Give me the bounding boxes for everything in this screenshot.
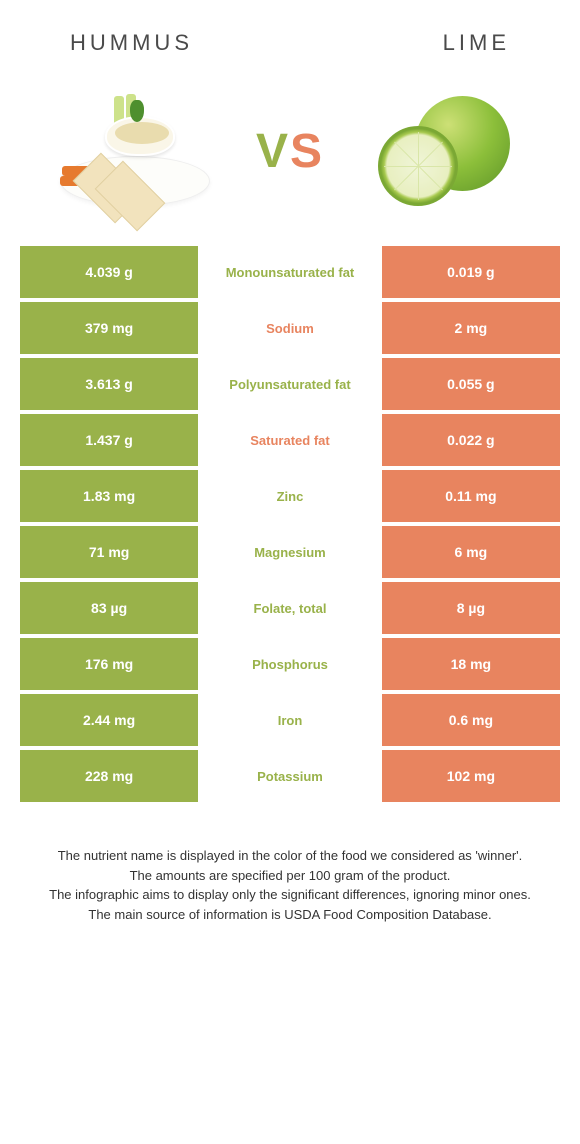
cell-right-value: 2 mg <box>382 302 560 358</box>
cell-right-value: 6 mg <box>382 526 560 582</box>
cell-nutrient-label: Saturated fat <box>198 414 382 470</box>
cell-left-value: 379 mg <box>20 302 198 358</box>
table-row: 4.039 gMonounsaturated fat0.019 g <box>20 246 560 302</box>
header: HUMMUS LIME <box>0 0 580 66</box>
cell-left-value: 83 µg <box>20 582 198 638</box>
cell-nutrient-label: Sodium <box>198 302 382 358</box>
cell-right-value: 0.055 g <box>382 358 560 414</box>
footer-line: The nutrient name is displayed in the co… <box>36 846 544 866</box>
cell-left-value: 4.039 g <box>20 246 198 302</box>
cell-nutrient-label: Magnesium <box>198 526 382 582</box>
table-row: 228 mgPotassium102 mg <box>20 750 560 806</box>
footer-notes: The nutrient name is displayed in the co… <box>0 806 580 924</box>
cell-right-value: 0.022 g <box>382 414 560 470</box>
cell-left-value: 176 mg <box>20 638 198 694</box>
cell-right-value: 8 µg <box>382 582 560 638</box>
lime-image <box>360 86 530 216</box>
table-row: 1.437 gSaturated fat0.022 g <box>20 414 560 470</box>
cell-left-value: 1.83 mg <box>20 470 198 526</box>
cell-left-value: 1.437 g <box>20 414 198 470</box>
cell-nutrient-label: Polyunsaturated fat <box>198 358 382 414</box>
cell-left-value: 228 mg <box>20 750 198 806</box>
footer-line: The infographic aims to display only the… <box>36 885 544 905</box>
cell-nutrient-label: Iron <box>198 694 382 750</box>
table-row: 176 mgPhosphorus18 mg <box>20 638 560 694</box>
cell-left-value: 3.613 g <box>20 358 198 414</box>
table-row: 1.83 mgZinc0.11 mg <box>20 470 560 526</box>
cell-right-value: 0.11 mg <box>382 470 560 526</box>
table-row: 379 mgSodium2 mg <box>20 302 560 358</box>
cell-right-value: 0.019 g <box>382 246 560 302</box>
cell-nutrient-label: Monounsaturated fat <box>198 246 382 302</box>
hummus-image <box>50 86 220 216</box>
comparison-table: 4.039 gMonounsaturated fat0.019 g379 mgS… <box>20 246 560 806</box>
cell-nutrient-label: Phosphorus <box>198 638 382 694</box>
images-row: VS <box>0 66 580 246</box>
title-left: HUMMUS <box>70 30 193 56</box>
table-row: 3.613 gPolyunsaturated fat0.055 g <box>20 358 560 414</box>
vs-v: V <box>256 125 290 178</box>
title-right: LIME <box>443 30 510 56</box>
vs-label: VS <box>256 124 324 179</box>
cell-nutrient-label: Zinc <box>198 470 382 526</box>
cell-nutrient-label: Folate, total <box>198 582 382 638</box>
table-row: 83 µgFolate, total8 µg <box>20 582 560 638</box>
cell-left-value: 71 mg <box>20 526 198 582</box>
cell-right-value: 102 mg <box>382 750 560 806</box>
cell-right-value: 0.6 mg <box>382 694 560 750</box>
footer-line: The main source of information is USDA F… <box>36 905 544 925</box>
table-row: 71 mgMagnesium6 mg <box>20 526 560 582</box>
cell-right-value: 18 mg <box>382 638 560 694</box>
cell-left-value: 2.44 mg <box>20 694 198 750</box>
footer-line: The amounts are specified per 100 gram o… <box>36 866 544 886</box>
cell-nutrient-label: Potassium <box>198 750 382 806</box>
table-row: 2.44 mgIron0.6 mg <box>20 694 560 750</box>
vs-s: S <box>290 125 324 178</box>
